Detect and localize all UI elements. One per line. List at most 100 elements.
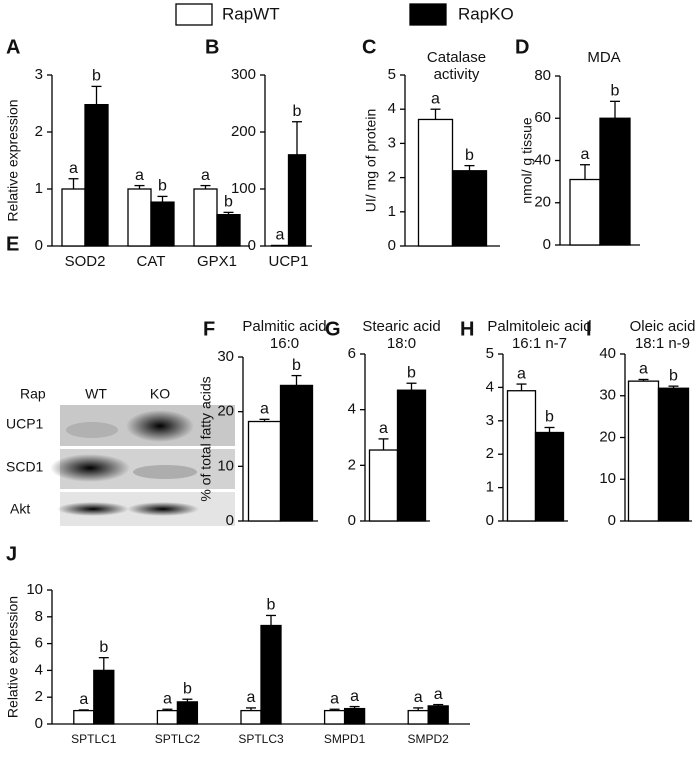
blot-band (126, 410, 194, 442)
chart-title: 16:0 (270, 335, 299, 352)
bar (657, 387, 690, 522)
significance-label: b (267, 597, 276, 614)
bar (176, 701, 199, 725)
y-tick-label: 2 (388, 169, 396, 186)
blot-header: Rap (20, 386, 46, 402)
chart-title: Palmitic acid (242, 318, 326, 335)
chart-title: 16:1 n-7 (512, 335, 567, 352)
significance-label: a (276, 227, 285, 244)
y-tick-label: 0 (486, 512, 494, 529)
significance-label: b (545, 409, 554, 426)
chart-panel: B 0 100 200 300 UCP1 a b (205, 36, 312, 270)
y-tick-label: 20 (534, 194, 551, 211)
y-tick-label: 0 (608, 512, 616, 529)
y-tick-label: 40 (599, 345, 616, 362)
y-tick-label: 40 (534, 151, 551, 168)
error-bar (157, 195, 168, 203)
bar (451, 170, 488, 247)
y-tick-label: 100 (231, 180, 256, 197)
significance-label: a (79, 691, 88, 708)
panel-letter: E (6, 233, 19, 255)
significance-label: a (163, 690, 172, 707)
y-axis-label: Relative expression (5, 596, 21, 718)
bar (260, 624, 282, 725)
bar (506, 390, 537, 522)
y-tick-label: 4 (35, 661, 43, 678)
bar (627, 380, 660, 522)
panel-letter: C (362, 36, 376, 58)
y-tick-label: 0 (348, 512, 356, 529)
chart-title: activity (434, 66, 480, 83)
error-bar (329, 708, 340, 711)
x-tick-label: SPTLC1 (71, 732, 117, 746)
bar (599, 117, 631, 246)
blot-row-label: UCP1 (6, 416, 44, 432)
bar (150, 201, 175, 247)
error-bar (668, 385, 679, 389)
y-tick-label: 2 (486, 445, 494, 462)
chart-title: 18:1 n-9 (635, 335, 690, 352)
error-bar (134, 184, 145, 189)
y-tick-label: 8 (35, 608, 43, 625)
significance-label: a (434, 686, 443, 703)
significance-label: a (69, 160, 78, 177)
significance-label: a (431, 90, 440, 107)
bar (240, 709, 262, 725)
significance-label: a (260, 401, 269, 418)
panel-letter: I (586, 318, 592, 340)
blot-band (66, 422, 118, 438)
bar (193, 188, 218, 247)
bar (323, 709, 346, 725)
y-axis-label: UI/ mg of protein (363, 109, 379, 213)
y-tick-label: 200 (231, 123, 256, 140)
bar (93, 669, 115, 725)
significance-label: b (92, 68, 101, 85)
blot-row-label: SCD1 (6, 459, 44, 475)
significance-label: b (465, 147, 474, 164)
x-tick-label: UCP1 (268, 253, 308, 270)
y-tick-label: 20 (599, 428, 616, 445)
error-bar (162, 708, 173, 711)
y-tick-label: 0 (35, 237, 43, 254)
x-tick-label: SPTLC3 (238, 732, 284, 746)
bar (73, 709, 95, 725)
significance-label: a (414, 689, 423, 706)
error-bar (68, 178, 79, 189)
error-bar (182, 698, 193, 702)
blot-header: KO (150, 386, 170, 402)
error-bar (610, 100, 620, 119)
y-tick-label: 1 (35, 180, 43, 197)
significance-label: b (407, 364, 416, 381)
error-bar (349, 705, 360, 709)
y-axis-label: nmol/ g tissue (519, 117, 535, 204)
error-bar (246, 707, 256, 711)
bar (343, 707, 366, 725)
chart-title: Oleic acid (630, 318, 696, 335)
y-tick-label: 4 (388, 100, 396, 117)
error-bar (464, 164, 475, 171)
error-bar (580, 164, 590, 180)
y-tick-label: 300 (231, 66, 256, 83)
y-tick-label: 6 (35, 635, 43, 652)
error-bar (638, 378, 649, 382)
y-tick-label: 2 (35, 123, 43, 140)
bar (427, 705, 449, 725)
y-tick-label: 10 (599, 470, 616, 487)
panel-letter: B (205, 36, 219, 58)
blot-band (50, 454, 130, 482)
y-tick-label: 6 (348, 345, 356, 362)
chart-title: Stearic acid (362, 318, 440, 335)
error-bar (200, 184, 211, 189)
legend-label: RapKO (458, 4, 514, 23)
significance-label: a (639, 361, 648, 378)
bar (287, 154, 307, 247)
x-tick-label: GPX1 (197, 253, 237, 270)
y-tick-label: 0 (248, 237, 256, 254)
y-tick-label: 5 (486, 345, 494, 362)
significance-label: a (379, 420, 388, 437)
